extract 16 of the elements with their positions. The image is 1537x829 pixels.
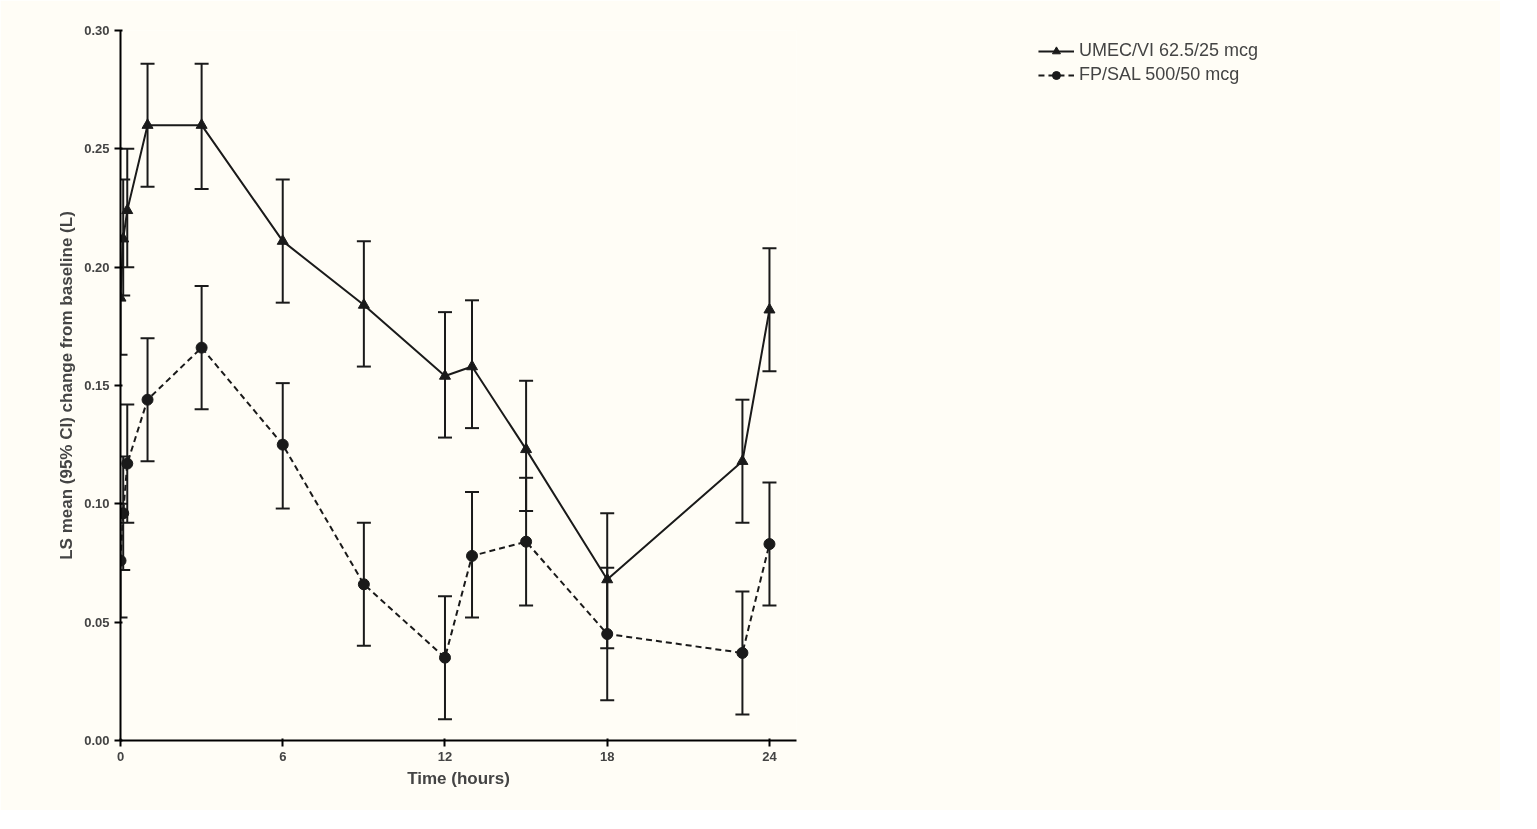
legend-label: UMEC/VI 62.5/25 mcg (1078, 40, 1259, 61)
x-tick-label: 12 (437, 748, 453, 764)
y-tick-label: 0.05 (84, 614, 110, 630)
y-tick-label: 0.20 (84, 259, 110, 275)
y-tick-label: 0.00 (84, 733, 110, 748)
x-axis-title: Time (hours) (407, 768, 510, 788)
y-axis-title: LS mean (95% CI) change from baseline (L) (57, 211, 77, 560)
y-tick-label: 0.15 (84, 378, 110, 393)
y-tick-label: 0.10 (84, 496, 110, 512)
y-tick-label: 0.30 (84, 23, 110, 38)
x-tick-label: 24 (762, 748, 778, 764)
x-tick-label: 0 (116, 748, 125, 764)
x-tick-label: 6 (279, 748, 287, 764)
y-tick-label: 0.25 (84, 141, 110, 157)
legend-label: FP/SAL 500/50 mcg (1078, 64, 1240, 85)
x-tick-label: 18 (599, 748, 615, 764)
